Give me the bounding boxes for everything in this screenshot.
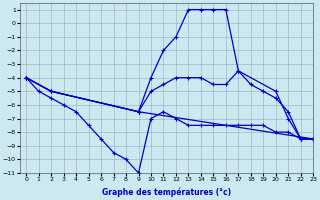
X-axis label: Graphe des températures (°c): Graphe des températures (°c): [102, 188, 231, 197]
